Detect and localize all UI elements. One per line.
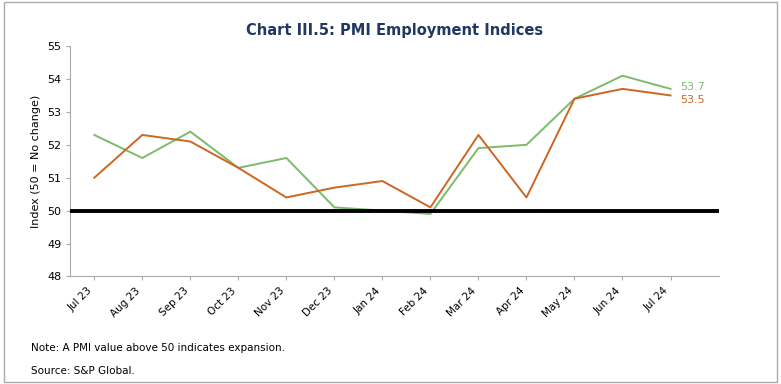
Services — [522, 195, 531, 200]
Manufacturing — [330, 205, 339, 210]
Y-axis label: Index (50 = No change): Index (50 = No change) — [31, 94, 41, 228]
Services — [90, 175, 99, 180]
Title: Chart III.5: PMI Employment Indices: Chart III.5: PMI Employment Indices — [246, 23, 543, 38]
Services — [618, 86, 627, 91]
Services — [137, 132, 147, 137]
Services — [330, 185, 339, 190]
Line: Manufacturing: Manufacturing — [95, 76, 671, 214]
Line: Services: Services — [95, 89, 671, 207]
Manufacturing — [186, 129, 195, 134]
Manufacturing — [137, 156, 147, 160]
Services — [474, 132, 483, 137]
Manufacturing — [282, 156, 291, 160]
Manufacturing — [618, 73, 627, 78]
Services — [282, 195, 291, 200]
Manufacturing — [378, 209, 387, 213]
Text: Source: S&P Global.: Source: S&P Global. — [31, 366, 135, 376]
Manufacturing — [522, 142, 531, 147]
Services — [666, 93, 676, 98]
Manufacturing — [234, 166, 243, 170]
Manufacturing — [666, 86, 676, 91]
Manufacturing — [570, 96, 580, 101]
Manufacturing — [426, 212, 435, 216]
Services — [378, 179, 387, 183]
Manufacturing — [474, 146, 483, 151]
Services — [234, 166, 243, 170]
Text: 53.7: 53.7 — [680, 82, 705, 92]
Services — [186, 139, 195, 144]
Services — [570, 96, 580, 101]
Manufacturing — [90, 132, 99, 137]
Text: Note: A PMI value above 50 indicates expansion.: Note: A PMI value above 50 indicates exp… — [31, 343, 285, 353]
Services — [426, 205, 435, 210]
Text: 53.5: 53.5 — [680, 95, 704, 105]
